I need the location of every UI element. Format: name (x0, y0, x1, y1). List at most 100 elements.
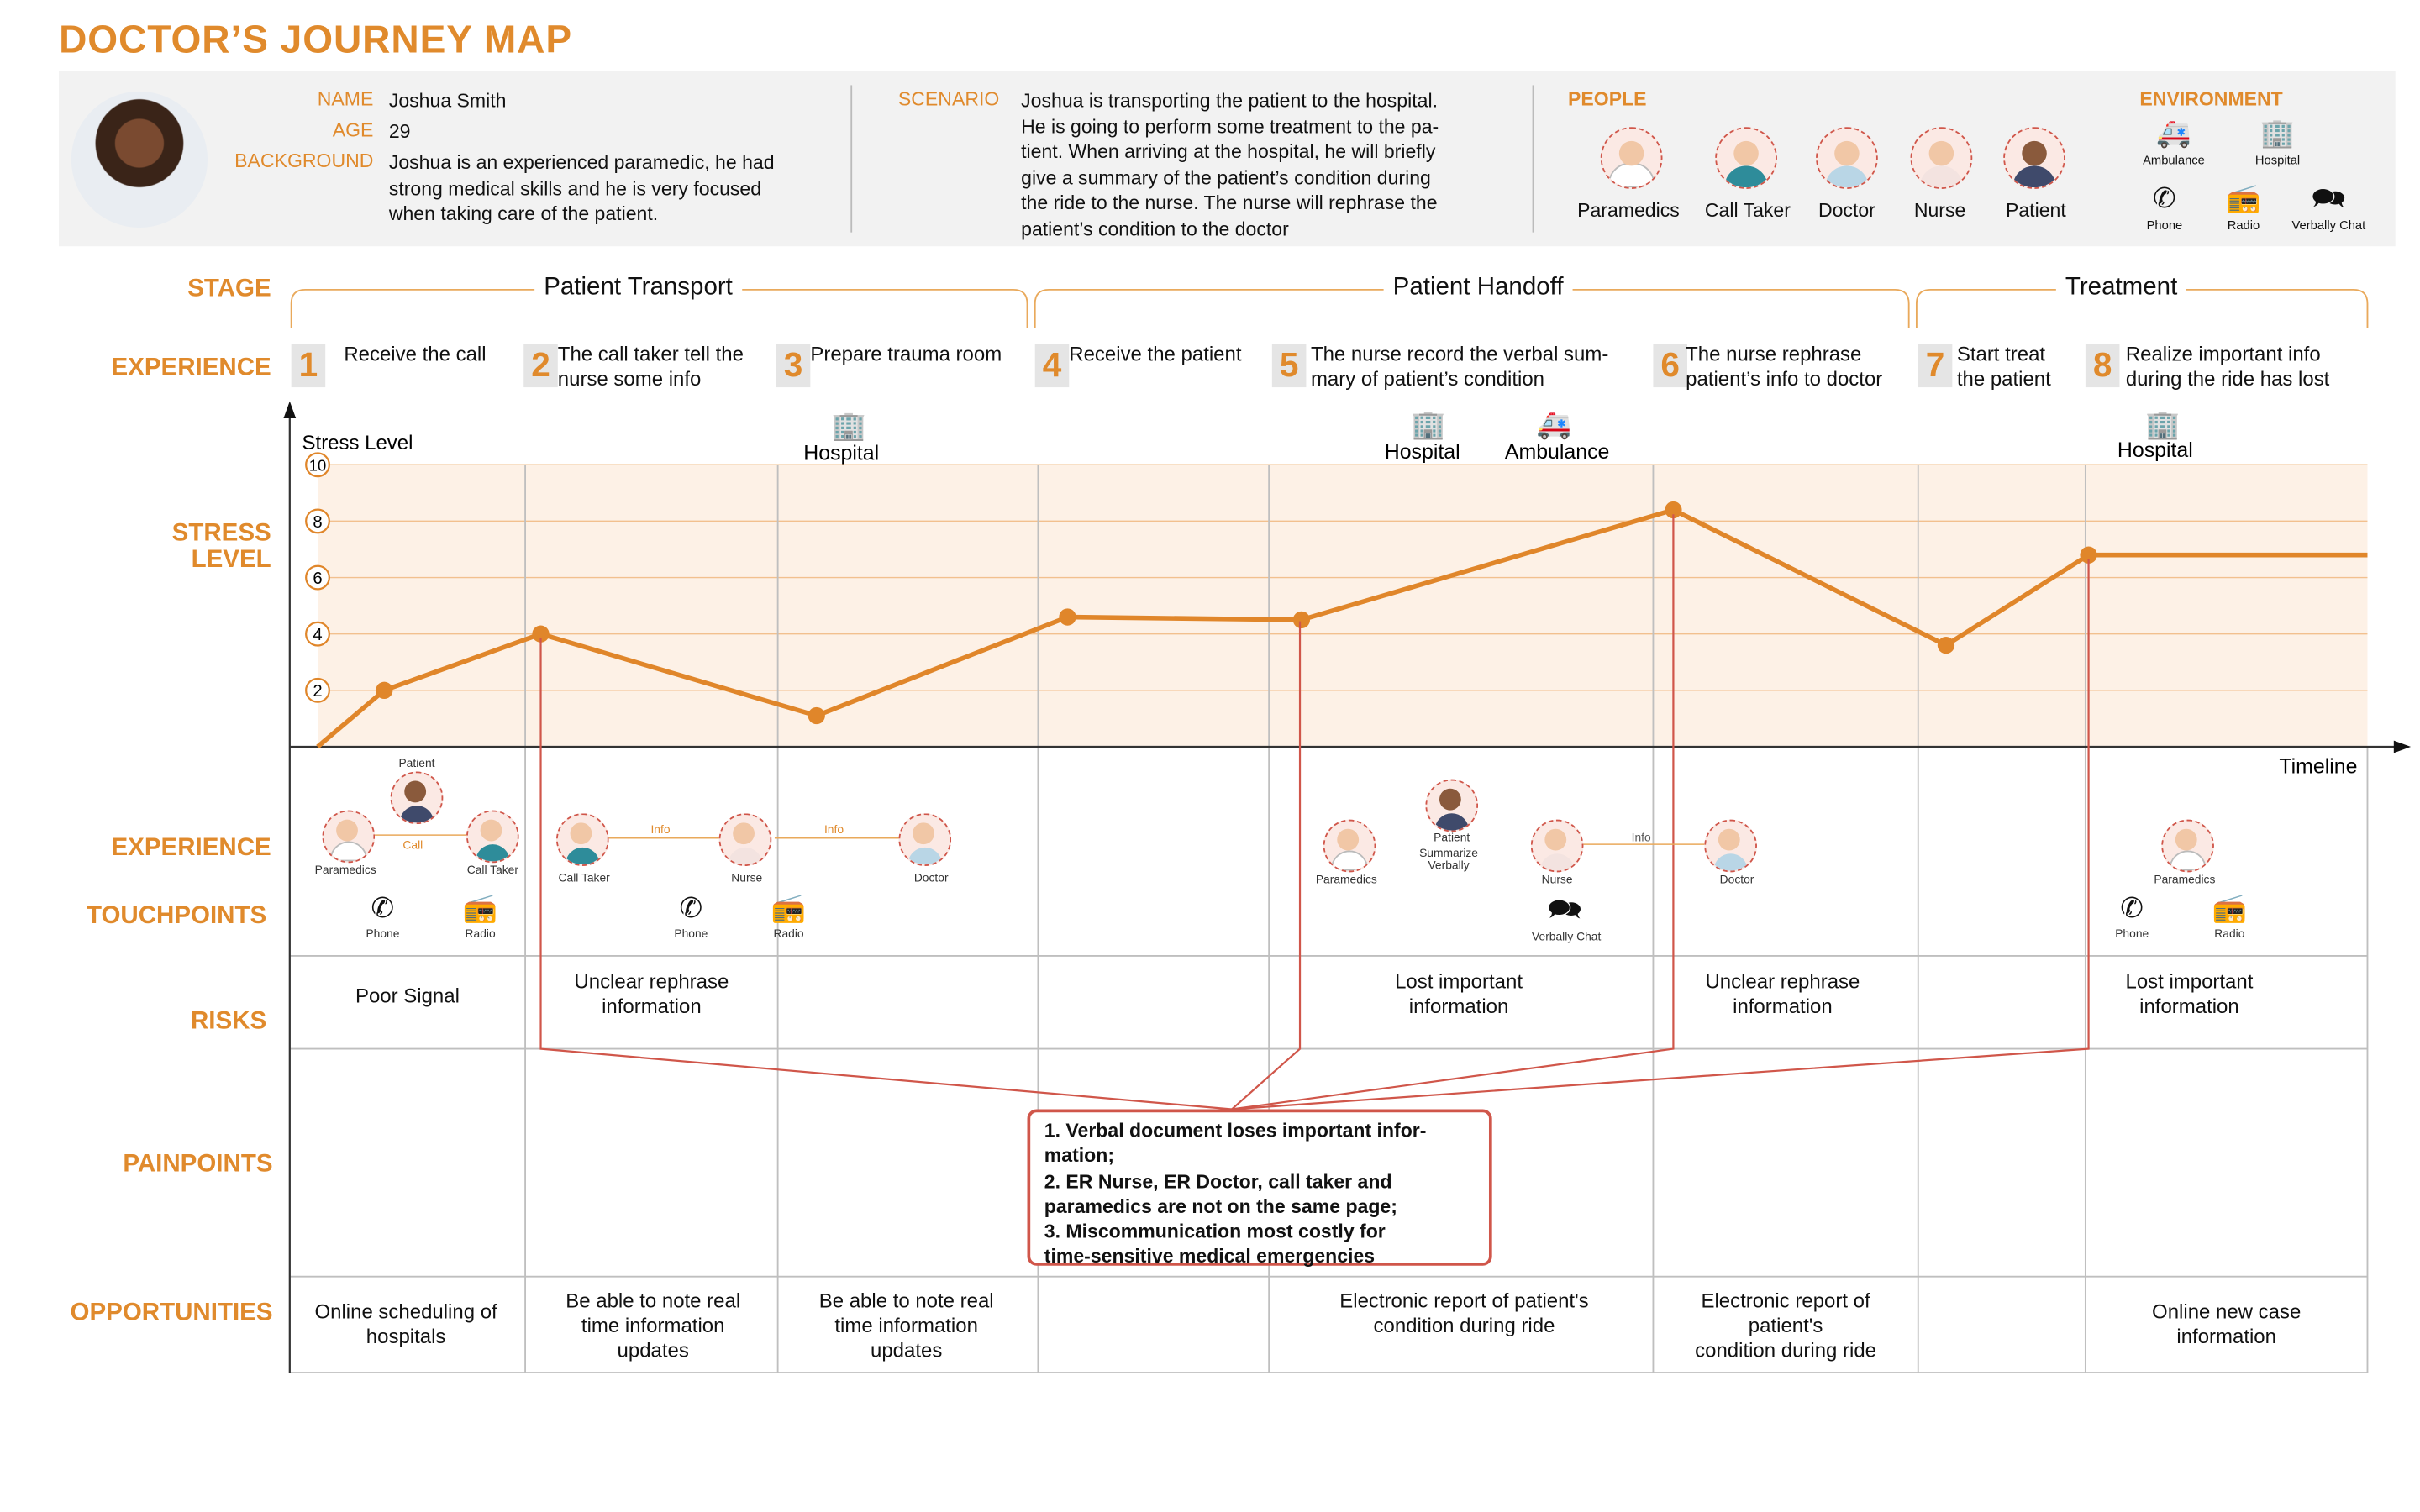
stress-line (316, 507, 2368, 749)
stage-patient-handoff: Patient Handoff (1383, 274, 1573, 302)
step-line: during the ride has lost (2125, 367, 2330, 391)
column-dividers (524, 465, 2369, 1373)
background-line: Joshua is an experienced paramedic, he h… (388, 151, 775, 174)
env-label-radio: Radio (2227, 218, 2260, 233)
doctor-icon (898, 813, 952, 866)
risk-line: information (2139, 995, 2239, 1018)
flow-label: Info (1631, 830, 1651, 845)
background-line: when taking care of the patient. (388, 202, 659, 225)
y-tick-label: 2 (313, 682, 322, 701)
row-label-painpoints: PAINPOINTS (123, 1151, 273, 1178)
persona-avatar (71, 91, 208, 228)
stress-point (532, 625, 550, 643)
tp-label: Call Taker (466, 863, 518, 877)
row-label-risks: RISKS (190, 1008, 267, 1035)
risk-cell: Lost important information (1269, 970, 1649, 1020)
nurse-icon (1910, 127, 1973, 190)
y-tick-marker (305, 564, 330, 591)
tp-tool-label: Verbally Chat (1532, 929, 1602, 944)
step-text: The nurse record the verbal sum-mary of … (1311, 343, 1608, 392)
tp-tool-label: Radio (465, 926, 496, 941)
paramedics-icon (1600, 127, 1663, 190)
row-label-stress: STRESS LEVEL (39, 521, 271, 574)
step-line: nurse some info (557, 367, 702, 391)
flow-label: Info (823, 822, 844, 837)
phone-icon: ✆ (2120, 892, 2144, 924)
chart-annotation: Hospital (803, 442, 879, 465)
row-label-opportunities: OPPORTUNITIES (70, 1299, 273, 1326)
step-text: Realize important info during the ride ha… (2126, 343, 2330, 392)
step-line: patient’s info to doctor (1686, 367, 1883, 391)
step-text: Receive the call (344, 343, 486, 368)
opportunity-line: time information (834, 1313, 978, 1337)
pain-connectors (539, 514, 2090, 1110)
stress-point (2080, 546, 2097, 564)
y-axis-title: Stress Level (302, 432, 413, 454)
scenario-line: Joshua is transporting the patient to th… (1021, 89, 1438, 112)
hospital-icon: 🏢 (832, 411, 866, 442)
step-line: Start treat (1956, 342, 2046, 366)
opportunity-line: updates (871, 1338, 943, 1362)
x-axis-title: Timeline (2279, 754, 2357, 778)
step-number: 7 (1918, 344, 1953, 388)
stress-point (1937, 636, 1955, 654)
stage-treatment: Treatment (2055, 274, 2187, 302)
scenario-line: the ride to the nurse. The nurse will re… (1021, 192, 1438, 214)
stage-patient-transport: Patient Transport (534, 274, 742, 302)
painpoint-line: time-sensitive medical emergencies (1044, 1246, 1376, 1268)
risk-line: Poor Signal (355, 984, 460, 1007)
divider (850, 85, 853, 233)
radio-icon: 📻 (462, 892, 498, 924)
opportunity-line: patient's (1748, 1313, 1823, 1337)
timeline-arrow (2393, 740, 2412, 753)
divider (1532, 85, 1534, 233)
tp-label: Doctor (913, 870, 949, 885)
opportunity-line: condition during ride (1373, 1313, 1555, 1337)
opportunity-cell: Be able to note real time information upda… (527, 1289, 780, 1363)
paramedics-icon (2161, 819, 2214, 873)
y-axis-arrow (283, 401, 297, 418)
hospital-icon: 🏢 (2145, 409, 2180, 440)
nurse-icon (1530, 819, 1584, 873)
hospital-icon: 🏢 (1411, 409, 1445, 440)
flow-label: Call (402, 837, 424, 853)
risk-cell: Unclear rephrase information (1653, 970, 1912, 1020)
verbally-chat-icon: 🗪 (2311, 182, 2347, 214)
step-line: the patient (1956, 367, 2051, 391)
step-line: Receive the call (344, 342, 487, 366)
painpoints-box: 1. Verbal document loses important infor… (1027, 1109, 1492, 1268)
doctor-icon (1704, 819, 1757, 873)
name-label: NAME (317, 88, 374, 110)
ambulance-icon: 🚑 (2156, 118, 2191, 150)
chart-annotation: Hospital (2118, 438, 2193, 462)
y-tick-label: 8 (313, 513, 322, 532)
step-number: 8 (2085, 344, 2120, 388)
opportunity-line: Online scheduling of (314, 1299, 497, 1324)
step-text: Receive the patient (1069, 343, 1241, 368)
hospital-icon: 🏢 (2260, 118, 2296, 150)
page-title: DOCTOR’S JOURNEY MAP (59, 18, 573, 62)
step-line: The nurse record the verbal sum- (1310, 342, 1609, 366)
phone-icon: ✆ (2153, 182, 2176, 214)
risk-line: Unclear rephrase (1705, 969, 1860, 994)
risk-line: information (1733, 995, 1833, 1018)
opportunity-line: Online new case (2152, 1299, 2302, 1324)
phone-icon: ✆ (371, 892, 395, 924)
opportunity-line: Be able to note real (818, 1289, 994, 1313)
risk-line: Lost important (1395, 969, 1523, 994)
step-number: 1 (291, 344, 326, 388)
tp-label: Call Taker (558, 870, 610, 885)
y-ticks: 2 4 6 8 10 (305, 452, 330, 703)
verbally-chat-icon: 🗪 (1547, 894, 1582, 926)
stress-point (1665, 501, 1682, 519)
stress-label-line: LEVEL (191, 547, 271, 574)
y-tick-marker (305, 508, 330, 534)
call-taker-icon (1715, 127, 1777, 190)
tp-note-line: Verbally (1428, 858, 1470, 873)
patient-icon (1425, 779, 1479, 832)
doctor-icon (1816, 127, 1878, 190)
risk-line: information (602, 995, 702, 1018)
patient-icon (2003, 127, 2065, 190)
radio-icon: 📻 (2226, 182, 2261, 214)
